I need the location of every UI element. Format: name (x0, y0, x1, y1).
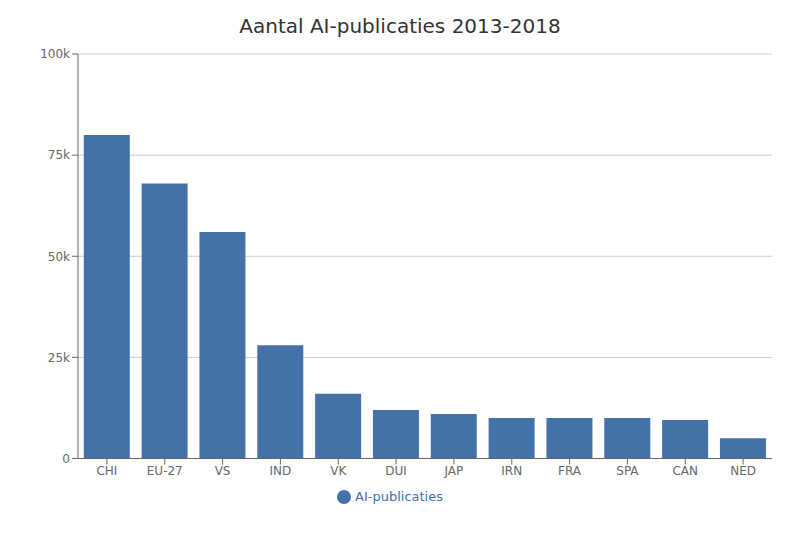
svg-text:75k: 75k (48, 148, 70, 162)
svg-text:NED: NED (730, 464, 756, 478)
svg-text:CAN: CAN (672, 464, 698, 478)
html-text:AI-publicaties: AI-publicaties (355, 488, 443, 504)
svg-text:VK: VK (330, 464, 347, 478)
svg-text:50k: 50k (48, 250, 70, 264)
svg-text:IRN: IRN (501, 464, 522, 478)
svg-text:FRA: FRA (558, 464, 582, 478)
svg-text:100k: 100k (40, 47, 70, 61)
html-text:Aantal AI-publicaties 2013-201: Aantal AI-publicaties 2013-2018 (239, 14, 561, 38)
svg-text:JAP: JAP (444, 464, 464, 478)
svg-text:CHI: CHI (96, 464, 117, 478)
svg-text:EU-27: EU-27 (147, 464, 183, 478)
svg-text:DUI: DUI (385, 464, 407, 478)
svg-text:25k: 25k (48, 351, 70, 365)
svg-text:VS: VS (215, 464, 231, 478)
svg-text:IND: IND (270, 464, 292, 478)
svg-text:SPA: SPA (616, 464, 639, 478)
svg-text:0: 0 (62, 452, 70, 466)
